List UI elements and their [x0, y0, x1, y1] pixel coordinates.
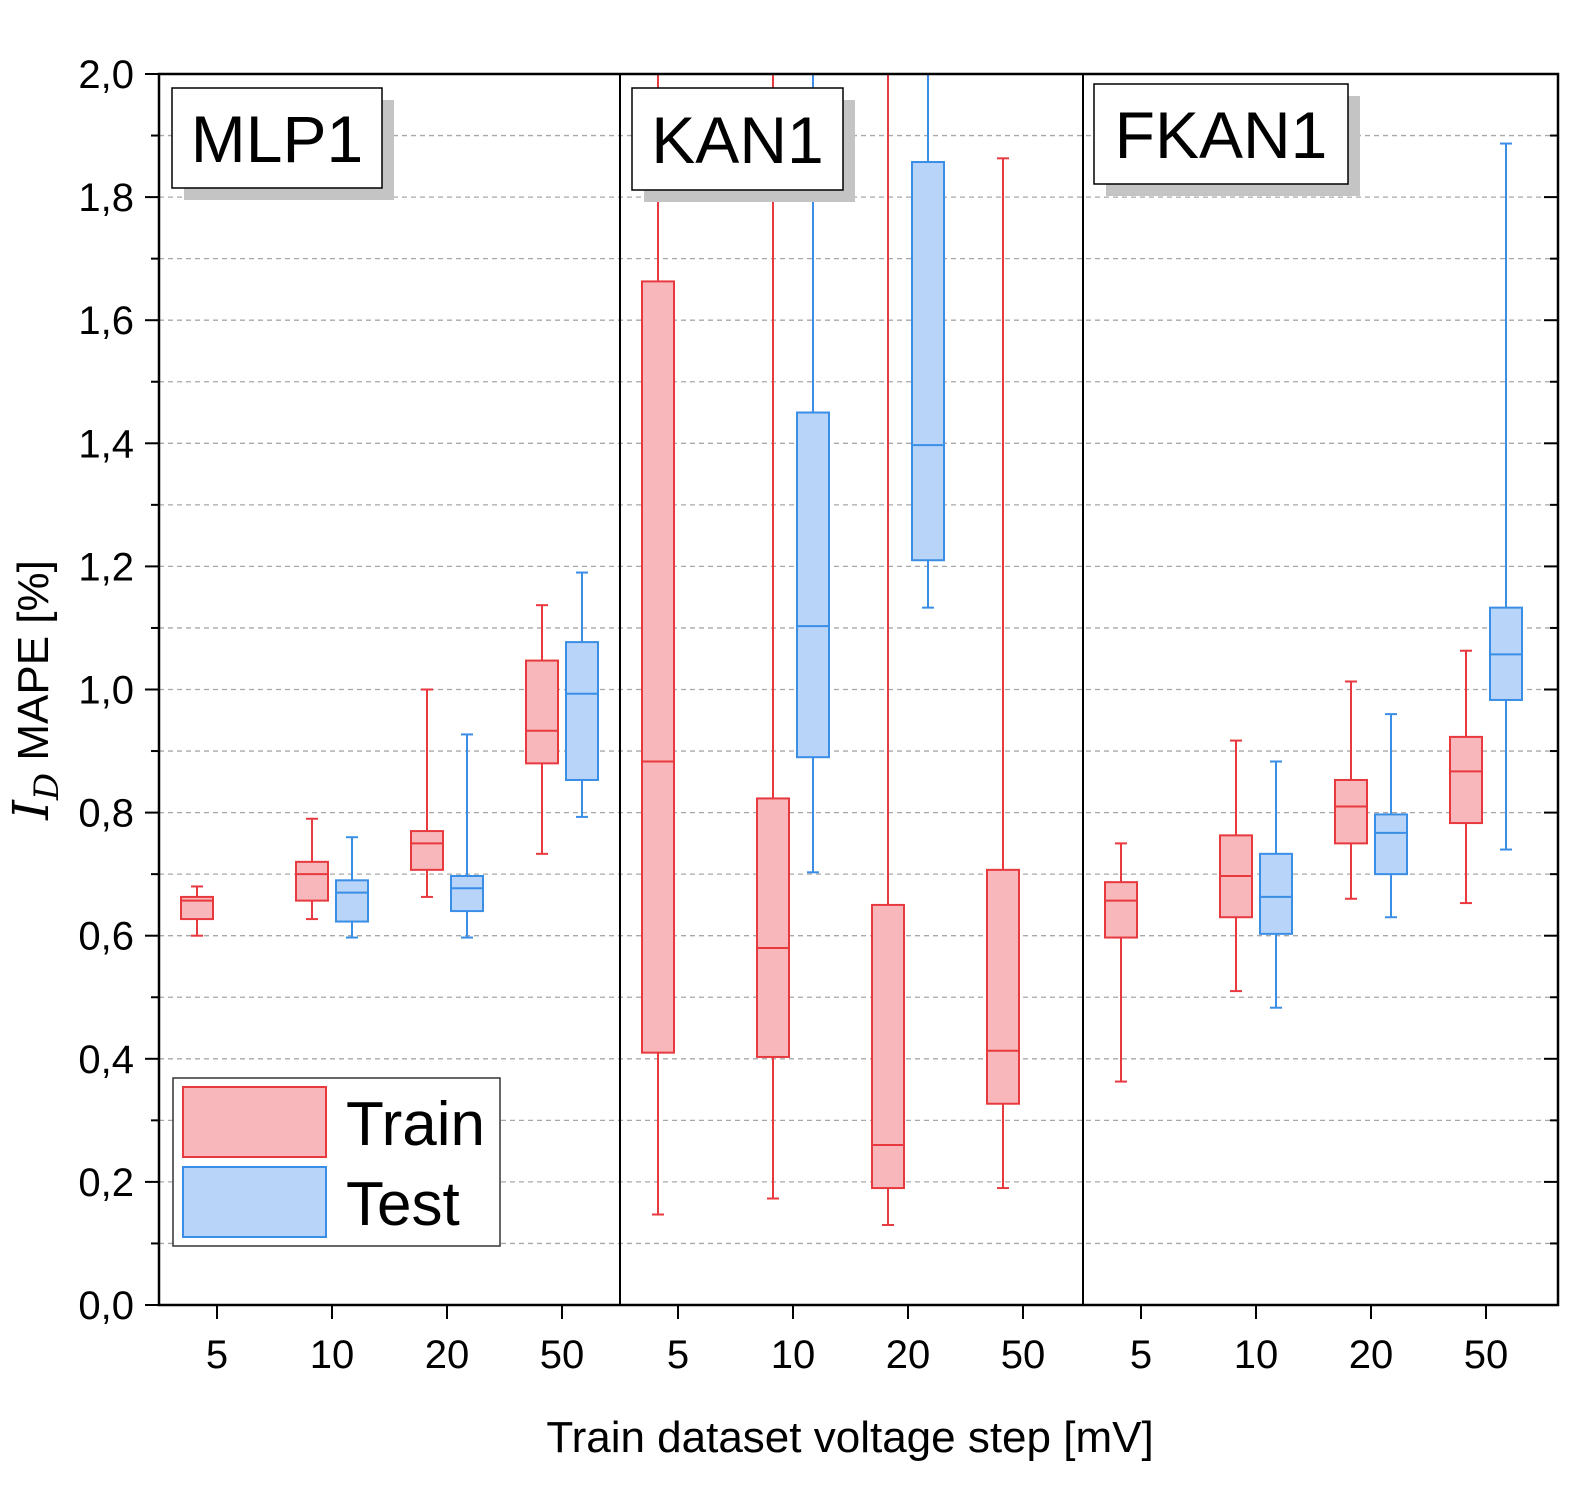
box-train — [1449, 649, 1483, 905]
panel-label-fkan1: FKAN1 — [1093, 83, 1360, 196]
y-axis-title: ID MAPE [%] — [2, 560, 67, 821]
panel-label-text: MLP1 — [191, 102, 363, 176]
box-body — [565, 641, 599, 781]
legend-swatch-test — [182, 1166, 327, 1238]
box-body — [525, 659, 559, 765]
y-tick-label: 0,8 — [78, 792, 134, 836]
panel-labels: MLP1 KAN1 FKAN1 — [171, 83, 1360, 202]
box-train — [1104, 842, 1138, 1083]
x-tick-label: 10 — [1234, 1333, 1279, 1377]
box-test — [1259, 760, 1293, 1009]
legend: Train Test — [172, 1077, 501, 1247]
y-tick-label: 1,0 — [78, 669, 134, 713]
y-tick-label: 2,0 — [78, 53, 134, 97]
y-tick-label: 1,4 — [78, 422, 134, 466]
panel-label-text: KAN1 — [651, 103, 823, 177]
x-tick-label: 10 — [310, 1333, 355, 1377]
box-test — [450, 733, 484, 939]
box-body — [1259, 852, 1293, 935]
y-axis-title-text: MAPE [%] — [9, 560, 58, 773]
panel-label-text: FKAN1 — [1115, 98, 1328, 172]
box-body — [641, 280, 675, 1054]
x-tick-label: 50 — [540, 1333, 585, 1377]
box-test — [335, 836, 369, 939]
box-test — [796, 74, 830, 874]
y-axis-title-symbol: I — [2, 799, 60, 821]
axes: 0,0 0,2 0,4 0,6 0,8 1,0 1,2 1,4 1,6 1,8 2,0 5 10 20 50… — [78, 53, 1560, 1377]
box-train — [1219, 739, 1253, 993]
x-tick-label: 20 — [1349, 1333, 1394, 1377]
box-body — [911, 161, 945, 562]
box-body — [1104, 881, 1138, 939]
box-test — [911, 74, 945, 609]
box-train — [295, 817, 329, 921]
panel-dividers — [619, 74, 1084, 1305]
box-test — [1489, 142, 1523, 851]
x-tick-label: 5 — [1130, 1333, 1152, 1377]
y-tick-label: 0,4 — [78, 1038, 134, 1082]
box-train — [525, 604, 559, 855]
x-tick-label: 50 — [1464, 1333, 1509, 1377]
legend-swatch-train — [182, 1086, 327, 1158]
panel-label-kan1: KAN1 — [631, 87, 855, 202]
legend-label-train: Train — [346, 1090, 485, 1159]
box-train — [986, 157, 1020, 1190]
box-train — [756, 74, 790, 1200]
box-body — [796, 411, 830, 759]
panel-label-box — [631, 87, 844, 191]
y-tick-label: 1,6 — [78, 299, 134, 343]
panel-label-box — [1093, 83, 1349, 185]
box-body — [986, 868, 1020, 1105]
box-train — [410, 688, 444, 898]
x-tick-label: 5 — [667, 1333, 689, 1377]
x-tick-label: 50 — [1001, 1333, 1046, 1377]
box-train — [1334, 680, 1368, 900]
box-body — [871, 903, 905, 1190]
panel-label-mlp1: MLP1 — [171, 87, 394, 200]
y-tick-label: 0,0 — [78, 1284, 134, 1328]
box-test — [1374, 713, 1408, 919]
x-tick-label: 10 — [771, 1333, 816, 1377]
box-test — [565, 571, 599, 818]
x-tick-label: 20 — [886, 1333, 931, 1377]
box-body — [295, 860, 329, 902]
box-body — [1374, 813, 1408, 876]
box-train — [871, 74, 905, 1226]
y-tick-label: 1,8 — [78, 176, 134, 220]
y-axis-title-subscript: D — [27, 773, 67, 801]
y-tick-label: 0,6 — [78, 915, 134, 959]
y-tick-label: 1,2 — [78, 545, 134, 589]
box-body — [410, 830, 444, 871]
x-tick-label: 20 — [425, 1333, 470, 1377]
box-body — [1334, 778, 1368, 845]
boxes — [180, 74, 1523, 1226]
panel-label-box — [171, 87, 383, 189]
box-body — [756, 797, 790, 1058]
legend-label-test: Test — [346, 1170, 460, 1239]
x-tick-label: 5 — [206, 1333, 228, 1377]
box-body — [180, 895, 214, 921]
box-body — [335, 879, 369, 923]
box-train — [641, 74, 675, 1216]
box-train — [180, 885, 214, 937]
x-axis-title: Train dataset voltage step [mV] — [546, 1413, 1153, 1462]
box-body — [1449, 735, 1483, 825]
box-body — [450, 874, 484, 913]
y-tick-label: 0,2 — [78, 1161, 134, 1205]
